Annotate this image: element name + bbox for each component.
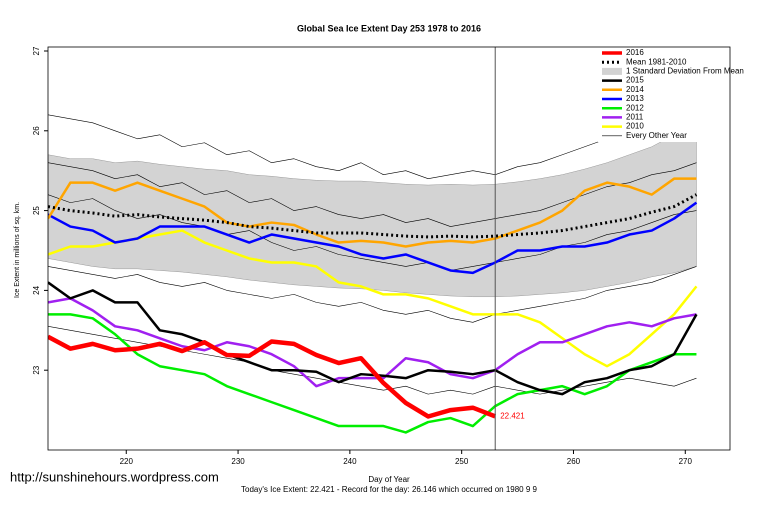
legend-label: Mean 1981-2010 bbox=[626, 57, 687, 66]
x-tick-label: 240 bbox=[343, 457, 357, 466]
other-year-line bbox=[48, 162, 697, 227]
legend-label: 2010 bbox=[626, 122, 644, 131]
x-axis-label: Day of Year bbox=[368, 475, 410, 484]
legend-label: Every Other Year bbox=[626, 131, 687, 140]
legend-label: 2011 bbox=[626, 113, 644, 122]
series-line bbox=[48, 334, 497, 419]
series-line bbox=[48, 193, 698, 239]
other-year-line bbox=[48, 194, 697, 271]
series-line bbox=[48, 201, 698, 275]
y-tick-label: 27 bbox=[32, 46, 41, 55]
footer: Today's Ice Extent: 22.421 - Record for … bbox=[241, 485, 537, 494]
legend-label: 2014 bbox=[626, 85, 644, 94]
data-label: 22.421 bbox=[500, 412, 525, 421]
y-tick-label: 24 bbox=[32, 285, 41, 294]
series-line bbox=[48, 177, 697, 248]
plot-frame bbox=[47, 46, 731, 451]
series-line bbox=[48, 313, 697, 434]
x-tick-label: 260 bbox=[567, 457, 581, 466]
legend-label: 2013 bbox=[626, 94, 644, 103]
y-axis-label: Ice Extent in millions of sq. km. bbox=[14, 202, 21, 298]
series-line bbox=[48, 229, 698, 368]
x-tick-label: 270 bbox=[679, 457, 693, 466]
series-line bbox=[48, 281, 698, 396]
x-tick-label: 220 bbox=[120, 457, 134, 466]
legend-label: 2015 bbox=[626, 76, 644, 85]
plot bbox=[48, 98, 698, 434]
chart-title: Global Sea Ice Extent Day 253 1978 to 20… bbox=[297, 23, 481, 33]
legend-swatch bbox=[602, 67, 622, 75]
other-year-line bbox=[48, 98, 697, 179]
watermark: http://sunshinehours.wordpress.com bbox=[10, 469, 219, 484]
legend-label: 2012 bbox=[626, 103, 644, 112]
y-tick-label: 23 bbox=[32, 365, 41, 374]
legend-label: 2016 bbox=[626, 48, 644, 57]
x-tick-label: 230 bbox=[231, 457, 245, 466]
other-year-line bbox=[48, 266, 697, 323]
y-tick-label: 26 bbox=[32, 126, 41, 135]
legend-label: 1 Standard Deviation From Mean bbox=[626, 67, 744, 76]
y-tick-label: 25 bbox=[32, 206, 41, 215]
x-tick-label: 250 bbox=[455, 457, 469, 466]
series-line bbox=[48, 297, 697, 388]
